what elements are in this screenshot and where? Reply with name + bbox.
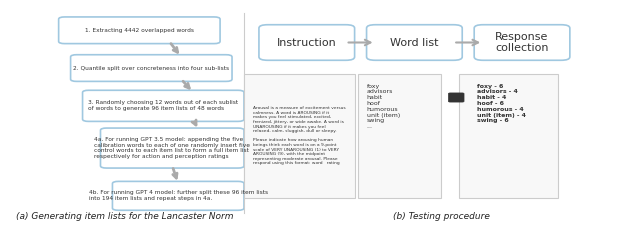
FancyBboxPatch shape — [59, 17, 220, 44]
Text: 4a. For running GPT 3.5 model: appending the five
calibration words to each of o: 4a. For running GPT 3.5 model: appending… — [94, 137, 250, 159]
Text: Instruction: Instruction — [277, 38, 337, 47]
FancyBboxPatch shape — [474, 25, 570, 60]
Text: Response
collection: Response collection — [495, 32, 548, 53]
FancyBboxPatch shape — [244, 74, 355, 198]
FancyBboxPatch shape — [113, 181, 244, 210]
Text: Word list: Word list — [390, 38, 438, 47]
Text: 4b. For running GPT 4 model: further split these 96 item lists
into 194 item lis: 4b. For running GPT 4 model: further spl… — [89, 190, 268, 201]
FancyBboxPatch shape — [460, 74, 558, 198]
Text: 3. Randomly choosing 12 words out of each sublist
of words to generate 96 item l: 3. Randomly choosing 12 words out of eac… — [88, 100, 238, 111]
FancyBboxPatch shape — [367, 25, 462, 60]
Text: 1. Extracting 4442 overlapped words: 1. Extracting 4442 overlapped words — [85, 28, 194, 33]
FancyBboxPatch shape — [70, 55, 232, 81]
FancyBboxPatch shape — [358, 74, 442, 198]
FancyBboxPatch shape — [259, 25, 355, 60]
Text: Arousal is a measure of excitement versus
calmness. A word is AROUSING if it
mak: Arousal is a measure of excitement versu… — [253, 106, 346, 165]
FancyBboxPatch shape — [83, 90, 244, 122]
Text: (b) Testing procedure: (b) Testing procedure — [393, 212, 490, 221]
Text: 2. Quantile split over concreteness into four sub-lists: 2. Quantile split over concreteness into… — [73, 65, 229, 71]
FancyBboxPatch shape — [100, 128, 244, 168]
FancyBboxPatch shape — [449, 93, 464, 102]
Text: foxy
advisors
habit
hoof
humorous
unit (item)
swing
...: foxy advisors habit hoof humorous unit (… — [367, 84, 400, 129]
Text: foxy - 6
advisors - 4
habit - 4
hoof - 6
humorous - 4
unit (item) - 4
swing - 6: foxy - 6 advisors - 4 habit - 4 hoof - 6… — [477, 84, 526, 123]
Text: (a) Generating item lists for the Lancaster Norm: (a) Generating item lists for the Lancas… — [15, 212, 233, 221]
